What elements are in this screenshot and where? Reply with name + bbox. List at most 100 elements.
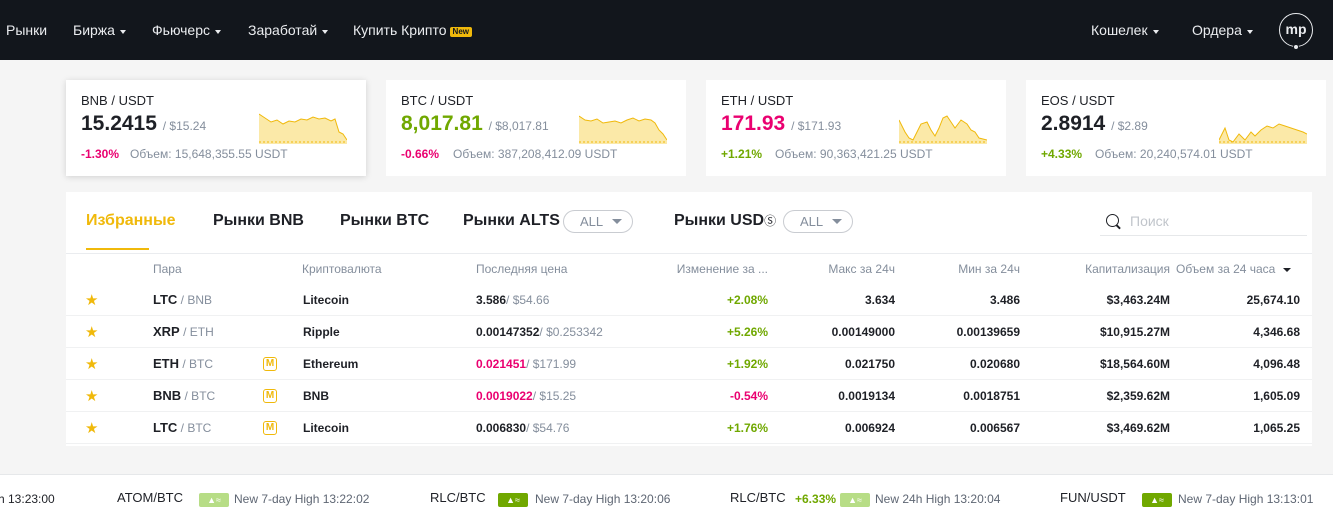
tab-alts-markets[interactable]: Рынки ALTS: [463, 192, 560, 250]
card-volume: Объем: 90,363,421.25 USDT: [775, 147, 933, 161]
caret-down-icon: [1246, 30, 1253, 34]
column-header-last-price[interactable]: Последняя цена: [476, 262, 568, 276]
table-row[interactable]: ★ LTC / BNB Litecoin 3.586/ $54.66 +2.08% 3.6…: [66, 284, 1312, 316]
table-row[interactable]: ★ BNB / BTC M BNB 0.0019022/ $15.25 -0.54% 0.0…: [66, 380, 1312, 412]
change-value: +2.08%: [726, 293, 768, 307]
tab-usd-markets[interactable]: Рынки USDⓈ: [674, 192, 776, 250]
avatar[interactable]: mp: [1279, 13, 1313, 50]
card-change: -0.66%: [401, 147, 440, 161]
ticker-pair[interactable]: FUN/USDT: [1060, 490, 1126, 505]
column-header-volume[interactable]: Объем за 24 часа: [1176, 262, 1292, 276]
ticker-pair[interactable]: RLC/BTC: [430, 490, 486, 505]
pair-cell: BNB / BTC: [153, 380, 215, 412]
pair-cell: LTC / BTC: [153, 412, 211, 444]
nav-wallet[interactable]: Кошелек: [1091, 0, 1159, 60]
tab-favorites-label: Избранные: [86, 212, 176, 229]
search-box[interactable]: [1100, 208, 1307, 236]
market-card-bnb[interactable]: BNB / USDT 15.2415 / $15.24 -1.30% Объем…: [66, 80, 366, 176]
nav-futures[interactable]: Фьючерс: [152, 0, 221, 60]
column-header-pair[interactable]: Пара: [153, 262, 182, 276]
last-price: 0.0019022: [476, 389, 533, 403]
low-value: 0.020680: [969, 357, 1020, 371]
market-card-eos[interactable]: EOS / USDT 2.8914 / $2.89 +4.33% Объем: …: [1026, 80, 1326, 176]
column-header-capitalization[interactable]: Капитализация: [1085, 262, 1170, 276]
pair-quote: / BTC: [184, 389, 216, 403]
low-value: 0.00139659: [956, 325, 1020, 339]
star-icon[interactable]: ★: [85, 324, 99, 341]
alts-filter-select[interactable]: ALL: [563, 210, 633, 233]
nav-orders[interactable]: Ордера: [1192, 0, 1253, 60]
table-row[interactable]: ★ LTC / BTC M Litecoin 0.006830/ $54.76 +1.76…: [66, 412, 1312, 444]
nav-earn[interactable]: Заработай: [248, 0, 329, 60]
pair-quote: / ETH: [183, 325, 214, 339]
card-pair: ETH / USDT: [721, 93, 794, 108]
pair-quote: / BTC: [182, 357, 214, 371]
last-price-usd: / $54.76: [526, 421, 570, 435]
markets-panel: Избранные Рынки BNB Рынки BTC Рынки ALTS…: [66, 192, 1312, 446]
pair-base: XRP: [153, 324, 180, 339]
change-value: +1.76%: [726, 421, 768, 435]
high-value: 0.021750: [844, 357, 895, 371]
card-price: 8,017.81 / $8,017.81: [401, 112, 549, 136]
market-card-eth[interactable]: ETH / USDT 171.93 / $171.93 +1.21% Объем…: [706, 80, 1006, 176]
nav-markets[interactable]: Рынки: [6, 0, 47, 60]
low-value: 3.486: [989, 293, 1020, 307]
pair-cell: LTC / BNB: [153, 284, 212, 316]
caret-down-icon: [612, 219, 622, 224]
change-value: +1.92%: [726, 357, 768, 371]
ticker-description: New 7-day High 13:20:06: [535, 492, 671, 506]
ticker-pair[interactable]: RLC/BTC: [730, 490, 786, 505]
card-price: 2.8914 / $2.89: [1041, 112, 1148, 136]
capitalization-value: $3,469.62M: [1106, 421, 1170, 435]
nav-buy-crypto[interactable]: Купить Крипто New: [353, 0, 472, 60]
pair-base: LTC: [153, 420, 178, 435]
nav-markets-label: Рынки: [6, 22, 48, 38]
ticker-time: h 13:23:00: [0, 492, 55, 506]
card-price-usd: / $8,017.81: [488, 119, 549, 133]
column-header-low[interactable]: Мин за 24ч: [958, 262, 1020, 276]
tab-favorites[interactable]: Избранные: [86, 192, 176, 250]
tab-bnb-markets[interactable]: Рынки BNB: [213, 192, 304, 250]
star-icon[interactable]: ★: [85, 356, 99, 373]
star-icon[interactable]: ★: [85, 388, 99, 405]
capitalization-value: $3,463.24M: [1106, 293, 1170, 307]
pair-cell: XRP / ETH: [153, 316, 214, 348]
last-price-cell: 0.00147352/ $0.253342: [476, 316, 603, 348]
market-card-btc[interactable]: BTC / USDT 8,017.81 / $8,017.81 -0.66% О…: [386, 80, 686, 176]
column-header-volume-label: Объем за 24 часа: [1176, 262, 1276, 276]
last-price-usd: / $0.253342: [539, 325, 603, 339]
currency-name: Litecoin: [303, 421, 350, 435]
card-volume: Объем: 15,648,355.55 USDT: [130, 147, 288, 161]
trend-up-icon: ▲≈: [199, 493, 229, 507]
volume-value: 1,065.25: [1253, 421, 1300, 435]
column-header-change[interactable]: Изменение за ...: [676, 262, 768, 276]
column-header-currency[interactable]: Криптовалюта: [302, 262, 382, 276]
table-row[interactable]: ★ XRP / ETH Ripple 0.00147352/ $0.253342 +5.…: [66, 316, 1312, 348]
high-value: 0.0019134: [838, 389, 895, 403]
ticker-change: +6.33%: [795, 492, 837, 506]
search-input[interactable]: [1130, 210, 1300, 232]
tab-btc-markets[interactable]: Рынки BTC: [340, 192, 429, 250]
card-price-usd: / $15.24: [162, 119, 207, 133]
avatar-initials: mp: [1285, 21, 1307, 37]
usd-filter-select[interactable]: ALL: [783, 210, 853, 233]
last-price-usd: / $171.99: [526, 357, 577, 371]
capitalization-value: $18,564.60M: [1099, 357, 1170, 371]
table-row[interactable]: ★ ETH / BTC M Ethereum 0.021451/ $171.99 +1.9…: [66, 348, 1312, 380]
card-price-value: 171.93: [721, 112, 786, 135]
card-pair: BTC / USDT: [401, 93, 474, 108]
star-icon[interactable]: ★: [85, 292, 99, 309]
ticker-pair[interactable]: ATOM/BTC: [117, 490, 183, 505]
star-icon[interactable]: ★: [85, 420, 99, 437]
nav-exchange[interactable]: Биржа: [73, 0, 126, 60]
column-header-high[interactable]: Макс за 24ч: [828, 262, 895, 276]
last-price-usd: / $15.25: [532, 389, 577, 403]
volume-value: 25,674.10: [1246, 293, 1300, 307]
sparkline-chart: [1219, 123, 1307, 144]
card-volume: Объем: 20,240,574.01 USDT: [1095, 147, 1253, 161]
last-price: 3.586: [476, 293, 507, 307]
currency-name: Ethereum: [303, 357, 359, 371]
nav-orders-label: Ордера: [1192, 22, 1242, 38]
pair-base: LTC: [153, 292, 178, 307]
last-price-cell: 3.586/ $54.66: [476, 284, 549, 316]
